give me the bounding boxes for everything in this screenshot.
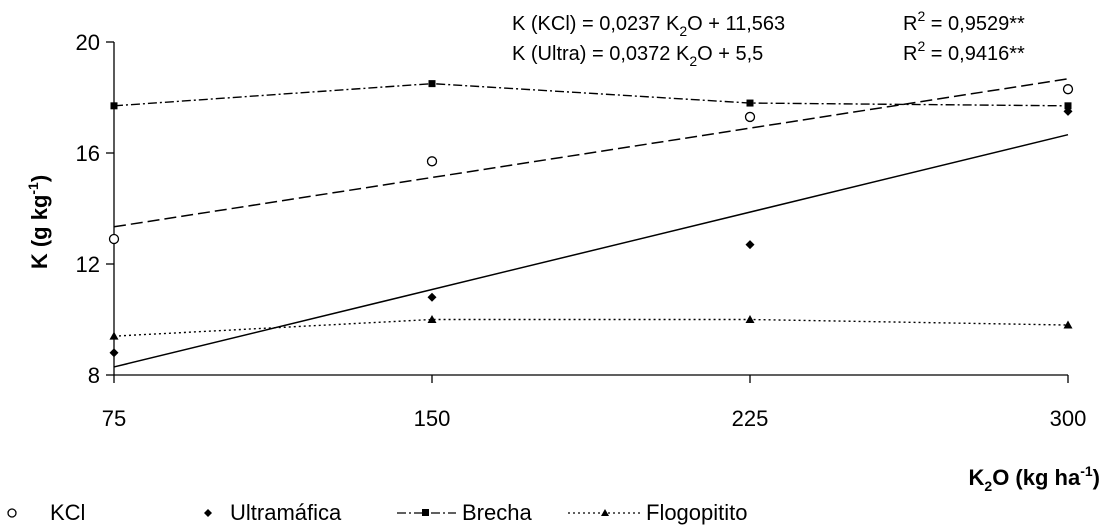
y-axis-title: K (g kg-1) bbox=[25, 175, 52, 269]
chart-axes bbox=[106, 41, 1069, 383]
tick-labels: 8 12 16 20 75 150 225 300 bbox=[76, 30, 1087, 431]
point-brecha-1 bbox=[428, 80, 436, 88]
point-kcl-3 bbox=[1062, 84, 1074, 95]
point-flogopitito-3 bbox=[1063, 320, 1073, 329]
point-kcl-1 bbox=[426, 156, 438, 167]
legend-label-brecha: Brecha bbox=[462, 500, 532, 525]
fit-line-ultram-fica bbox=[113, 133, 1069, 368]
legend-label-ultramafica: Ultramáfica bbox=[230, 500, 342, 525]
legend-marker-kcl bbox=[7, 508, 17, 518]
point-kcl-0 bbox=[108, 233, 120, 245]
legend-marker-ultramafica bbox=[204, 509, 212, 517]
legend-label-kcl: KCl bbox=[50, 500, 85, 525]
point-ultram-fica-0 bbox=[109, 348, 119, 358]
y-tick-label-3: 20 bbox=[76, 30, 100, 55]
equation-kcl: K (KCl) = 0,0237 K2O + 11,563 R2 = 0,9529… bbox=[512, 8, 1025, 39]
point-brecha-0 bbox=[110, 102, 118, 110]
x-tick-label-0: 75 bbox=[102, 406, 126, 431]
point-flogopitito-2 bbox=[745, 315, 755, 323]
x-tick-label-3: 300 bbox=[1050, 406, 1087, 431]
legend-label-flogopitito: Flogopitito bbox=[646, 500, 748, 525]
series-lines bbox=[113, 82, 1069, 337]
point-kcl-2 bbox=[744, 111, 756, 123]
fit-line-kcl bbox=[113, 78, 1069, 228]
data-markers bbox=[108, 80, 1074, 358]
equation-ultra: K (Ultra) = 0,0372 K2O + 5,5 R2 = 0,9416*… bbox=[512, 38, 1025, 69]
point-brecha-2 bbox=[746, 99, 754, 107]
y-tick-label-2: 16 bbox=[76, 141, 100, 166]
point-ultram-fica-2 bbox=[745, 240, 755, 250]
y-tick-label-1: 12 bbox=[76, 252, 100, 277]
series-line-flogopitito bbox=[113, 318, 1069, 337]
series-line-brecha bbox=[113, 82, 1069, 107]
x-tick-label-2: 225 bbox=[732, 406, 769, 431]
regression-lines bbox=[113, 78, 1069, 368]
x-tick-label-1: 150 bbox=[414, 406, 451, 431]
x-axis-title: K2O (kg ha-1) bbox=[969, 463, 1100, 494]
point-flogopitito-0 bbox=[109, 331, 119, 340]
point-flogopitito-1 bbox=[427, 315, 437, 323]
point-ultram-fica-1 bbox=[427, 292, 437, 302]
legend-marker-flogopitito bbox=[601, 509, 609, 516]
point-brecha-3 bbox=[1064, 102, 1072, 110]
legend-marker-brecha bbox=[422, 509, 429, 516]
legend: KCl Ultramáfica Brecha Flogopitito bbox=[7, 500, 748, 525]
y-tick-label-0: 8 bbox=[88, 363, 100, 388]
